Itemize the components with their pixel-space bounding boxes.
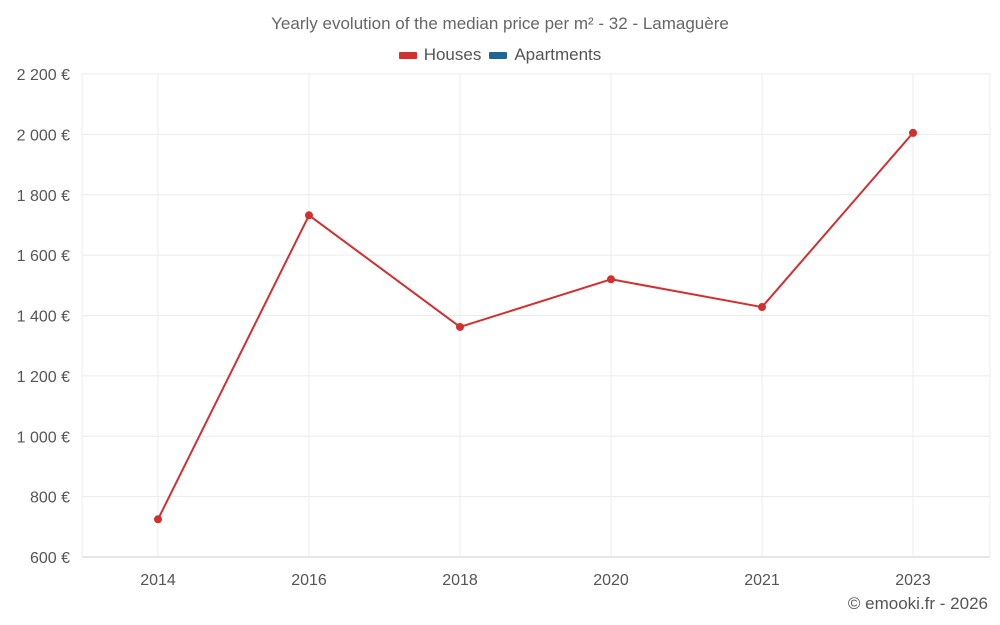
x-tick-label: 2020 [593,572,629,589]
x-tick-label: 2021 [744,572,780,589]
legend-label-apartments: Apartments [514,45,602,64]
credit-text: © emooki.fr - 2026 [847,594,988,613]
data-point-houses-2018[interactable] [456,322,464,331]
legend-label-houses: Houses [423,45,482,64]
data-point-houses-2020[interactable] [607,275,615,284]
y-tick-label: 1 200 € [17,369,70,386]
y-tick-label: 800 € [30,490,70,507]
y-tick-label: 1 800 € [17,188,70,205]
data-point-houses-2014[interactable] [154,515,162,524]
x-tick-label: 2014 [140,572,176,589]
chart-title: Yearly evolution of the median price per… [271,14,729,33]
legend-item-apartments[interactable]: Apartments [489,45,601,65]
chart-legend: Houses Apartments [0,45,1000,65]
x-tick-label: 2016 [291,572,327,589]
y-tick-label: 1 000 € [17,429,70,446]
legend-swatch-apartments [489,51,508,59]
data-point-houses-2016[interactable] [305,211,313,220]
y-tick-label: 1 400 € [17,309,70,326]
y-tick-label: 600 € [30,550,70,567]
data-point-houses-2021[interactable] [758,303,766,312]
y-tick-label: 2 200 € [17,67,70,84]
y-tick-label: 1 600 € [17,248,70,265]
series-line-houses [157,132,914,520]
y-tick-label: 2 000 € [17,127,70,144]
x-tick-label: 2023 [895,572,931,589]
data-point-houses-2023[interactable] [909,128,917,137]
x-tick-label: 2018 [442,572,478,589]
legend-item-houses[interactable]: Houses [398,45,482,65]
legend-swatch-houses [398,51,417,59]
